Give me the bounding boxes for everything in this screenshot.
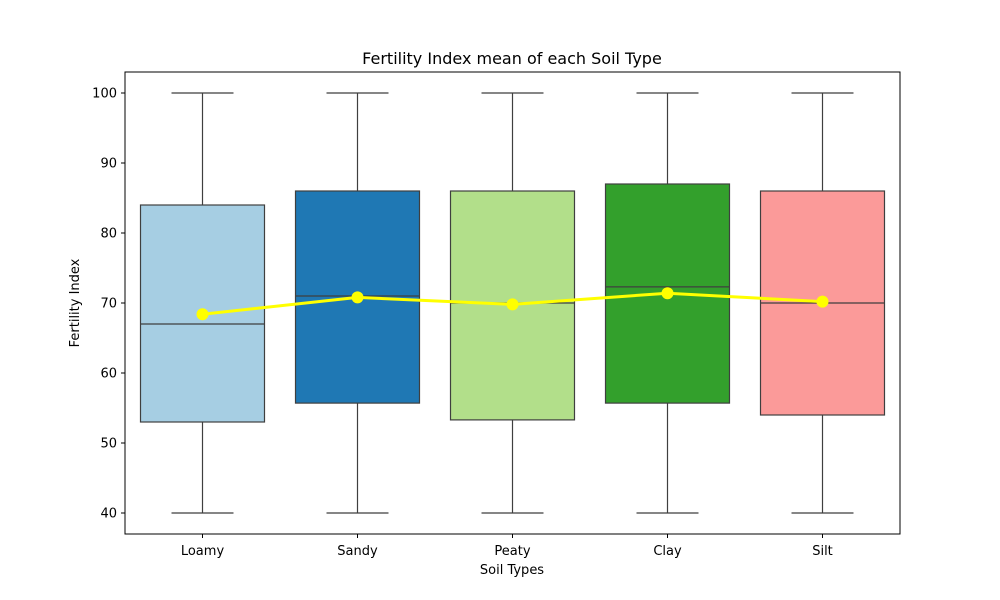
y-tick-label: 100 — [92, 87, 117, 102]
y-tick-label: 70 — [100, 297, 117, 312]
mean-point — [661, 287, 674, 300]
x-tick-label: Peaty — [494, 544, 530, 559]
y-tick-label: 40 — [100, 507, 117, 522]
x-axis: Loamy Sandy Peaty Clay Silt — [181, 534, 833, 559]
box-clay — [604, 92, 731, 514]
y-axis: 40 50 60 70 80 90 100 — [92, 87, 125, 522]
x-tick-label: Silt — [812, 544, 833, 559]
x-tick-label: Clay — [653, 544, 682, 559]
y-axis-label: Fertility Index — [68, 258, 83, 347]
x-tick-label: Sandy — [337, 544, 378, 559]
mean-point — [506, 298, 519, 311]
x-axis-label: Soil Types — [480, 563, 544, 578]
mean-point — [196, 308, 209, 321]
plot-area — [139, 92, 886, 514]
y-tick-label: 60 — [100, 367, 117, 382]
box-loamy — [139, 92, 266, 514]
chart-title: Fertility Index mean of each Soil Type — [362, 49, 662, 68]
mean-point — [816, 295, 829, 308]
y-tick-label: 90 — [100, 157, 117, 172]
y-tick-label: 80 — [100, 227, 117, 242]
x-tick-label: Loamy — [181, 544, 225, 559]
mean-point — [351, 291, 364, 304]
y-tick-label: 50 — [100, 437, 117, 452]
